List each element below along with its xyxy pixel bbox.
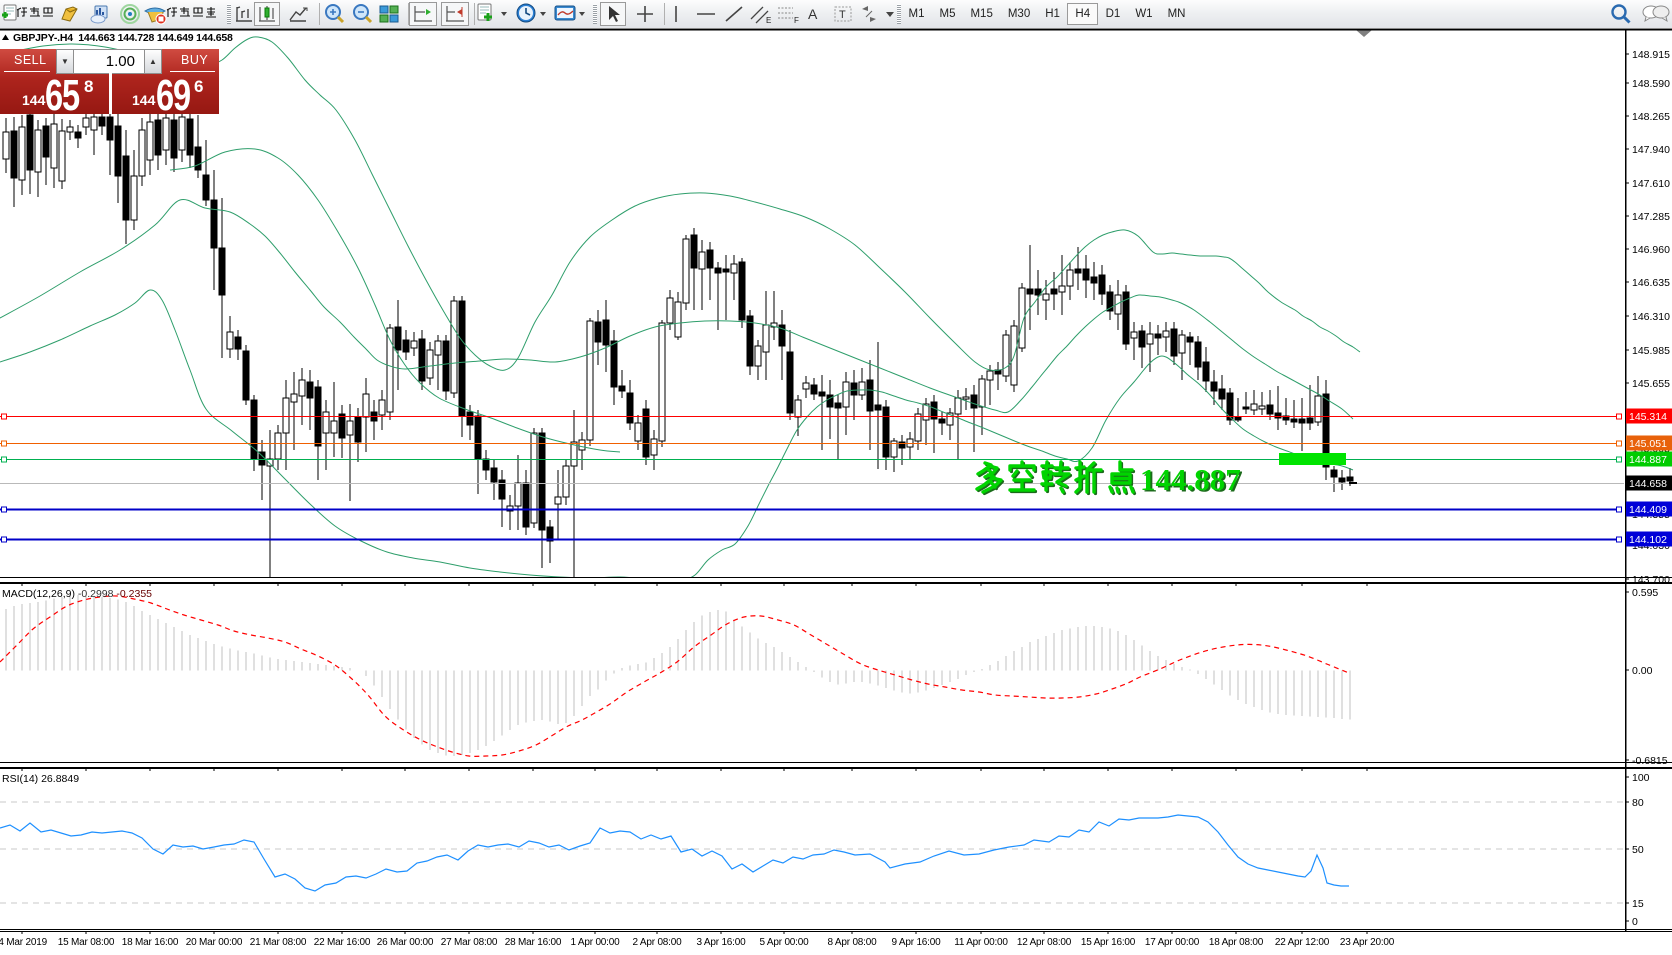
svg-text:145.314: 145.314 (1629, 411, 1667, 423)
svg-text:15: 15 (1632, 898, 1644, 910)
svg-text:145.985: 145.985 (1632, 345, 1670, 357)
svg-text:-0.6815: -0.6815 (1632, 755, 1668, 767)
svg-text:144.102: 144.102 (1629, 534, 1667, 546)
svg-text:F: F (794, 16, 799, 25)
svg-text:0.595: 0.595 (1632, 587, 1658, 599)
svg-text:18 Apr 08:00: 18 Apr 08:00 (1209, 937, 1264, 948)
svg-text:144.887: 144.887 (1142, 464, 1243, 499)
svg-text:143.700: 143.700 (1632, 574, 1670, 586)
svg-text:20 Mar 00:00: 20 Mar 00:00 (186, 937, 243, 948)
svg-text:5 Apr 00:00: 5 Apr 00:00 (760, 937, 810, 948)
svg-text:15 Mar 08:00: 15 Mar 08:00 (58, 937, 115, 948)
svg-text:12 Apr 08:00: 12 Apr 08:00 (1017, 937, 1072, 948)
svg-text:148.265: 148.265 (1632, 111, 1670, 123)
svg-text:15 Apr 16:00: 15 Apr 16:00 (1081, 937, 1136, 948)
svg-text:18 Mar 16:00: 18 Mar 16:00 (122, 937, 179, 948)
svg-text:80: 80 (1632, 797, 1644, 809)
svg-text:22 Apr 12:00: 22 Apr 12:00 (1275, 937, 1330, 948)
svg-text:RSI(14) 26.8849: RSI(14) 26.8849 (2, 773, 79, 785)
svg-text:9 Apr 16:00: 9 Apr 16:00 (892, 937, 942, 948)
svg-text:E: E (766, 16, 771, 25)
svg-text:148.915: 148.915 (1632, 49, 1670, 61)
svg-text:147.285: 147.285 (1632, 211, 1670, 223)
svg-text:14 Mar 2019: 14 Mar 2019 (0, 937, 48, 948)
svg-text:0: 0 (1632, 916, 1638, 928)
svg-text:23 Apr 20:00: 23 Apr 20:00 (1340, 937, 1395, 948)
svg-text:146.635: 146.635 (1632, 277, 1670, 289)
svg-text:28 Mar 16:00: 28 Mar 16:00 (505, 937, 562, 948)
svg-text:148.590: 148.590 (1632, 78, 1670, 90)
svg-text:50: 50 (1632, 844, 1644, 856)
svg-text:11 Apr 00:00: 11 Apr 00:00 (954, 937, 1008, 948)
svg-text:144.658: 144.658 (1629, 478, 1667, 490)
svg-text:145.655: 145.655 (1632, 378, 1670, 390)
svg-text:26 Mar 00:00: 26 Mar 00:00 (377, 937, 434, 948)
svg-text:100: 100 (1632, 772, 1650, 784)
svg-text:145.051: 145.051 (1629, 438, 1667, 450)
svg-text:146.960: 146.960 (1632, 244, 1670, 256)
svg-text:147.610: 147.610 (1632, 178, 1670, 190)
svg-text:27 Mar 08:00: 27 Mar 08:00 (441, 937, 498, 948)
svg-text:A: A (808, 6, 818, 22)
svg-text:8 Apr 08:00: 8 Apr 08:00 (828, 937, 878, 948)
svg-text:GBPJPY-.H4 144.663 144.728 14: GBPJPY-.H4 144.663 144.728 144.649 144.6… (13, 32, 233, 44)
svg-text:146.310: 146.310 (1632, 311, 1670, 323)
svg-text:147.940: 147.940 (1632, 144, 1670, 156)
svg-text:144.409: 144.409 (1629, 504, 1667, 516)
svg-text:144.887: 144.887 (1629, 454, 1667, 466)
svg-text:1 Apr 00:00: 1 Apr 00:00 (571, 937, 621, 948)
svg-text:17 Apr 00:00: 17 Apr 00:00 (1145, 937, 1200, 948)
svg-text:21 Mar 08:00: 21 Mar 08:00 (250, 937, 307, 948)
svg-text:3 Apr 16:00: 3 Apr 16:00 (697, 937, 747, 948)
svg-text:T: T (839, 9, 846, 21)
svg-text:144.887: 144.887 (1140, 462, 1241, 497)
svg-text:MACD(12,26,9) -0.2998 -0.2355: MACD(12,26,9) -0.2998 -0.2355 (2, 588, 152, 600)
svg-text:22 Mar 16:00: 22 Mar 16:00 (314, 937, 371, 948)
svg-text:0.00: 0.00 (1632, 665, 1653, 677)
svg-text:2 Apr 08:00: 2 Apr 08:00 (633, 937, 683, 948)
